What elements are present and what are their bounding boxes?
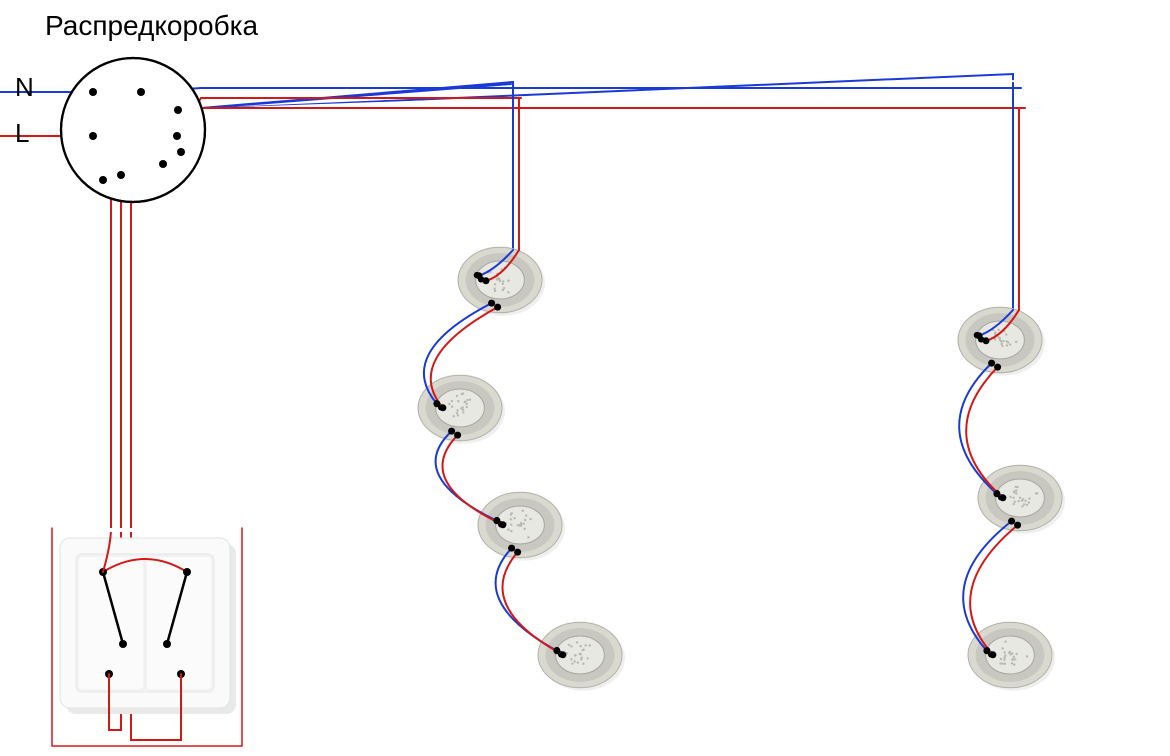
line-label: L [15, 118, 29, 149]
recessed-light [978, 465, 1065, 534]
recessed-light [458, 247, 545, 316]
recessed-light [478, 492, 565, 561]
double-switch[interactable] [60, 538, 236, 716]
wiring-diagram [0, 0, 1170, 756]
recessed-light [958, 307, 1045, 376]
junction-box-title: Распредкоробка [45, 10, 258, 42]
recessed-light [538, 622, 625, 691]
recessed-light [968, 622, 1055, 691]
neutral-label: N [15, 72, 34, 103]
devices [60, 58, 1065, 716]
